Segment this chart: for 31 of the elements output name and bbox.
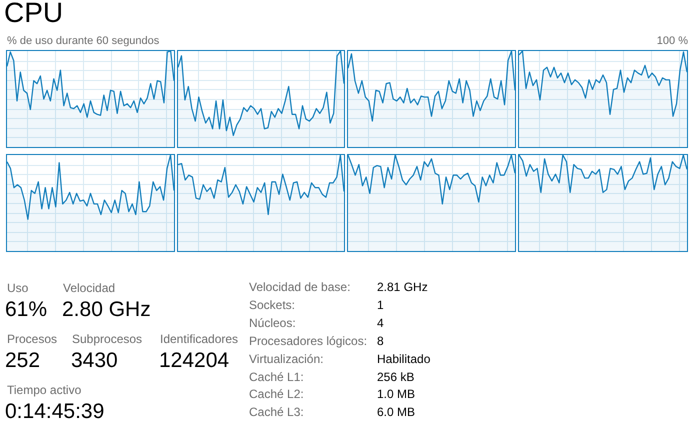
- text: Subprocesos: [72, 332, 142, 346]
- text: 1.0 MB: [377, 387, 416, 402]
- text: 0:14:45:39: [5, 399, 104, 424]
- text: Procesos: [7, 332, 58, 346]
- text: Tiempo activo: [7, 383, 82, 398]
- text: Uso: [7, 281, 28, 296]
- text: 8: [377, 334, 384, 348]
- text: Identificadores: [160, 332, 238, 346]
- text: Velocidad de base:: [249, 280, 350, 294]
- text: 61%: [5, 297, 48, 322]
- text: Caché L1:: [249, 370, 304, 384]
- text: 252: [5, 348, 40, 374]
- text: 100 %: [656, 35, 688, 47]
- text: Virtualización:: [249, 352, 324, 366]
- text: CPU: [4, 0, 64, 29]
- text: 256 kB: [377, 370, 414, 384]
- text: 2.80 GHz: [62, 297, 151, 322]
- text: Sockets:: [249, 298, 296, 312]
- text: Habilitado: [377, 352, 430, 366]
- text: 6.0 MB: [377, 405, 416, 420]
- text: 2.81 GHz: [377, 280, 428, 294]
- text: Caché L3:: [249, 405, 304, 420]
- text: Procesadores lógicos:: [249, 334, 368, 348]
- text: 124204: [159, 348, 230, 374]
- text: 3430: [71, 348, 118, 374]
- text: Velocidad: [63, 281, 116, 296]
- text: 1: [377, 298, 384, 312]
- text: Núcleos:: [249, 316, 296, 330]
- text: 4: [377, 316, 384, 330]
- text: Caché L2:: [249, 387, 304, 402]
- text: % de uso durante 60 segundos: [7, 35, 160, 47]
